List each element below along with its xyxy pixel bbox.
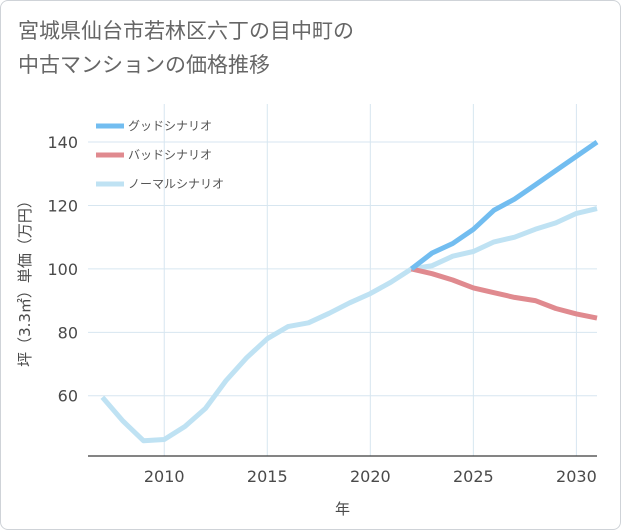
y-tick-labels: 60 80 100 120 140 bbox=[47, 133, 78, 406]
x-tick-label: 2030 bbox=[556, 467, 597, 486]
y-axis-title: 坪（3.3㎡）単価（万円） bbox=[16, 193, 34, 367]
series-line-2 bbox=[410, 266, 598, 321]
legend-label: ノーマルシナリオ bbox=[128, 177, 224, 191]
x-tick-label: 2025 bbox=[453, 467, 494, 486]
y-tick-label: 140 bbox=[47, 133, 78, 152]
legend-label: グッドシナリオ bbox=[128, 119, 212, 133]
x-tick-label: 2010 bbox=[144, 467, 185, 486]
y-tick-label: 100 bbox=[47, 260, 78, 279]
y-tick-label: 80 bbox=[58, 323, 78, 342]
series-line-3 bbox=[100, 206, 598, 444]
grid-lines bbox=[88, 104, 597, 456]
chart-title: 宮城県仙台市若林区六丁の目中町の 中古マンションの価格推移 bbox=[18, 14, 608, 82]
y-tick-label: 60 bbox=[58, 387, 78, 406]
chart-title-line-2: 中古マンションの価格推移 bbox=[18, 53, 270, 77]
series-line-1 bbox=[409, 140, 599, 271]
x-tick-labels: 2010 2015 2020 2025 2030 bbox=[144, 467, 597, 486]
chart-title-line-1: 宮城県仙台市若林区六丁の目中町の bbox=[18, 19, 354, 43]
x-tick-label: 2020 bbox=[350, 467, 391, 486]
y-tick-label: 120 bbox=[47, 196, 78, 215]
x-tick-label: 2015 bbox=[247, 467, 288, 486]
x-axis-title: 年 bbox=[335, 500, 350, 518]
series-lines bbox=[100, 140, 599, 444]
legend-label: バッドシナリオ bbox=[128, 148, 212, 162]
